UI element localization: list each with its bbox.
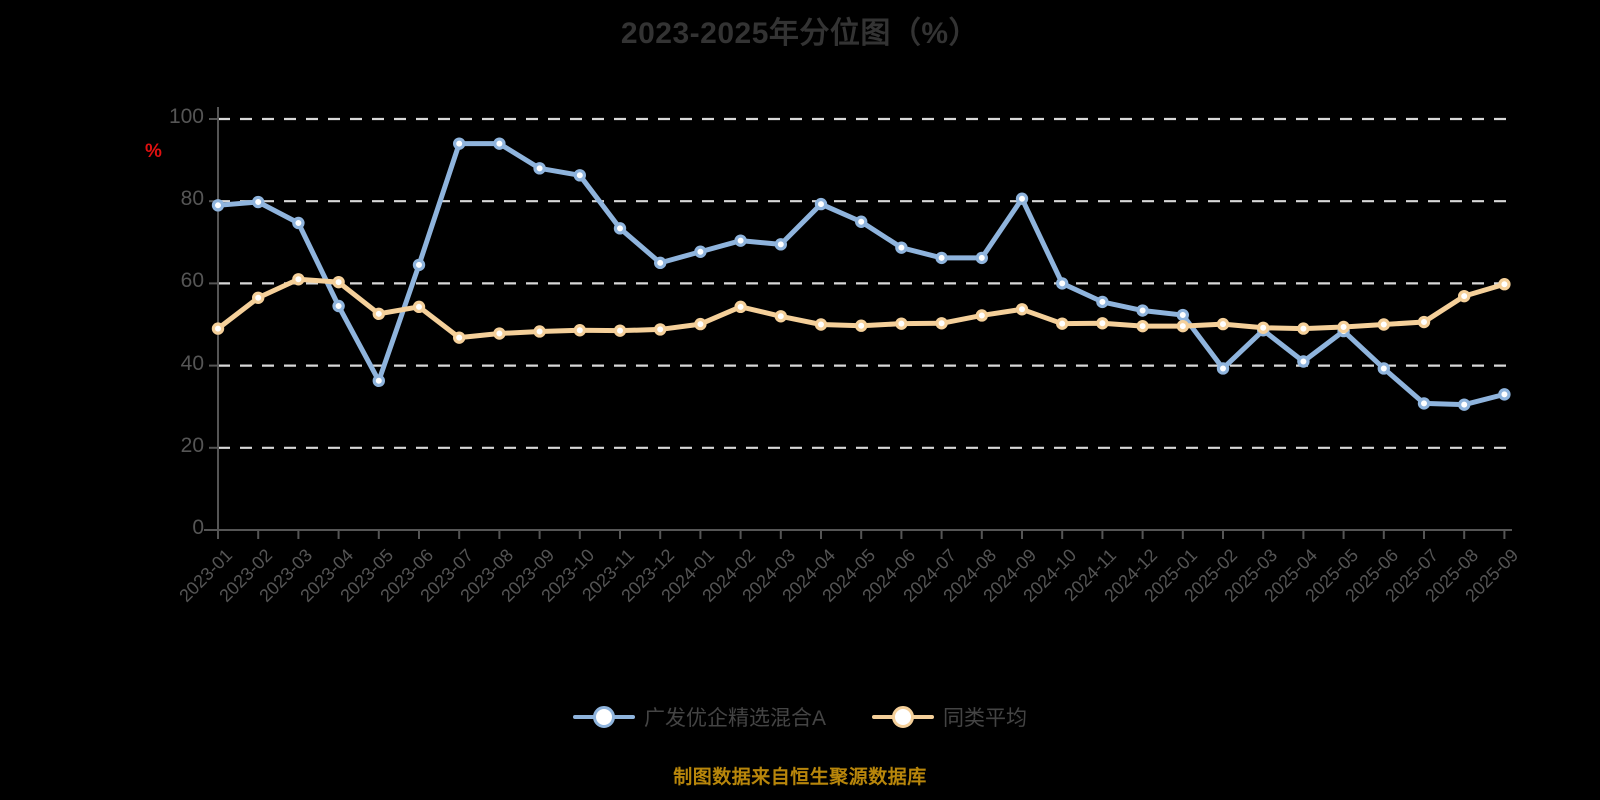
data-point[interactable] (1216, 317, 1230, 331)
data-point[interactable] (694, 245, 707, 258)
data-point[interactable] (1015, 192, 1029, 205)
data-point[interactable] (694, 317, 707, 331)
data-point[interactable] (1096, 317, 1109, 330)
data-point[interactable] (372, 374, 385, 388)
legend-swatch-peer-average (872, 705, 934, 729)
data-point[interactable] (292, 273, 305, 286)
legend-item-peer-average[interactable]: 同类平均 (872, 702, 1027, 732)
data-point[interactable] (252, 195, 265, 209)
data-point[interactable] (774, 238, 788, 251)
data-point[interactable] (1216, 362, 1230, 375)
data-point[interactable] (1337, 320, 1350, 334)
data-point[interactable] (855, 319, 868, 332)
data-point[interactable] (1498, 278, 1511, 291)
data-point[interactable] (975, 251, 989, 265)
data-point[interactable] (1055, 317, 1069, 330)
plot-area (204, 107, 1512, 539)
data-point[interactable] (734, 300, 747, 314)
data-point[interactable] (573, 324, 587, 337)
data-point[interactable] (292, 216, 305, 230)
y-axis-tick-label: 20 (180, 433, 204, 457)
data-point[interactable] (1457, 398, 1471, 411)
data-point[interactable] (533, 325, 546, 338)
data-point[interactable] (1297, 355, 1310, 368)
data-point[interactable] (1136, 304, 1149, 317)
data-point[interactable] (734, 234, 747, 247)
data-point[interactable] (1256, 321, 1270, 334)
data-point[interactable] (975, 309, 989, 322)
data-point[interactable] (412, 300, 426, 314)
data-point[interactable] (453, 331, 466, 344)
data-point[interactable] (252, 291, 265, 304)
footer-data-source-note: 制图数据来自恒生聚源数据库 (673, 767, 927, 788)
y-axis-tick-label: 60 (180, 269, 204, 293)
data-point[interactable] (1377, 318, 1391, 331)
data-point[interactable] (654, 256, 667, 270)
y-axis-unit-label: % (145, 141, 162, 162)
y-axis-tick-label: 0 (192, 516, 204, 539)
data-point[interactable] (573, 169, 587, 182)
data-point[interactable] (211, 199, 225, 212)
data-point[interactable] (1015, 303, 1029, 316)
data-point[interactable] (332, 275, 345, 289)
data-point[interactable] (453, 137, 466, 150)
data-point[interactable] (1297, 322, 1310, 335)
legend-label-peer-average: 同类平均 (943, 707, 1027, 730)
data-point[interactable] (372, 307, 385, 321)
data-point[interactable] (613, 324, 627, 337)
data-point[interactable] (814, 197, 828, 211)
legend-item-fund[interactable]: 广发优企精选混合A (572, 702, 826, 732)
data-point[interactable] (935, 317, 948, 330)
y-axis-tick-label: 80 (180, 187, 204, 211)
data-point[interactable] (774, 310, 788, 323)
data-point[interactable] (855, 215, 868, 228)
data-point[interactable] (654, 323, 667, 336)
y-axis-tick-label: 100 (168, 105, 204, 128)
data-point[interactable] (533, 162, 546, 175)
data-point[interactable] (895, 241, 908, 254)
data-point[interactable] (1498, 388, 1511, 401)
data-point[interactable] (1176, 319, 1190, 333)
legend-swatch-fund (572, 705, 635, 729)
data-point[interactable] (1096, 295, 1109, 309)
chart-title: 2023-2025年分位图（%） (620, 17, 980, 50)
data-point[interactable] (895, 317, 908, 330)
data-point[interactable] (493, 327, 506, 340)
data-point[interactable] (1055, 277, 1069, 290)
data-point[interactable] (814, 318, 828, 331)
data-point[interactable] (412, 258, 426, 272)
data-point[interactable] (935, 251, 948, 265)
data-point[interactable] (613, 222, 627, 235)
data-point[interactable] (1377, 362, 1391, 375)
y-axis-tick-label: 40 (180, 351, 204, 375)
data-point[interactable] (332, 299, 345, 313)
data-point[interactable] (493, 137, 506, 150)
data-point[interactable] (1417, 397, 1431, 410)
data-point[interactable] (1457, 289, 1471, 303)
chart-legend: 广发优企精选混合A 同类平均 (0, 702, 1600, 732)
data-point[interactable] (1176, 308, 1190, 322)
data-point[interactable] (1417, 315, 1431, 329)
data-point[interactable] (1136, 319, 1149, 333)
legend-label-fund: 广发优企精选混合A (643, 707, 826, 730)
data-point[interactable] (211, 322, 225, 335)
